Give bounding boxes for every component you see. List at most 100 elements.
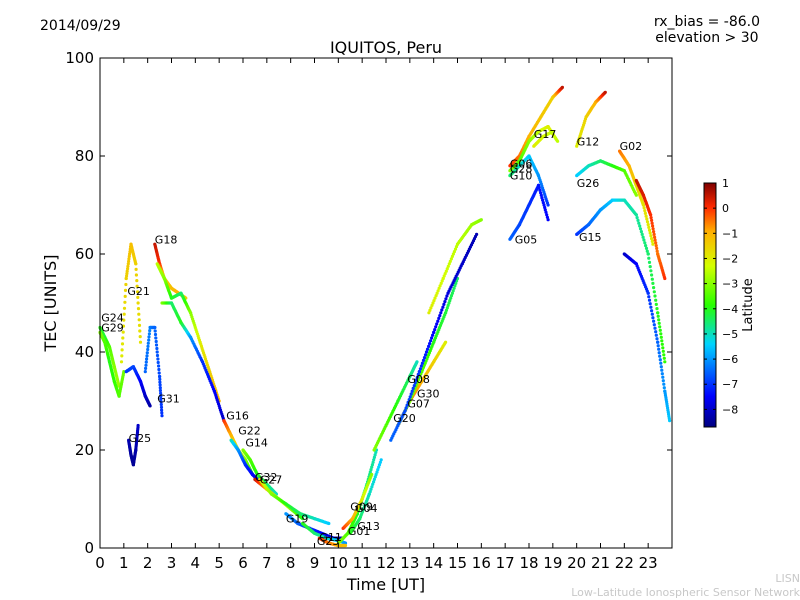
data-point [373, 453, 377, 457]
data-point [153, 329, 157, 333]
data-point [648, 302, 652, 306]
series-g17 [532, 129, 555, 148]
elevation-label: elevation > 30 [655, 30, 759, 46]
satellite-label-g11: G11 [319, 531, 342, 544]
data-point [654, 302, 658, 306]
colorbar-tick-label: −4 [722, 303, 738, 316]
satellite-label-g25: G25 [129, 432, 152, 445]
series-g20b [427, 218, 483, 315]
data-point [135, 284, 139, 288]
data-point [634, 213, 638, 217]
data-point [430, 336, 434, 340]
data-point [134, 262, 138, 266]
data-point [536, 183, 541, 187]
data-point [538, 188, 542, 192]
data-point [661, 349, 665, 353]
data-point [660, 368, 664, 372]
data-point [660, 372, 664, 376]
data-point [651, 227, 655, 231]
data-point [301, 517, 305, 521]
data-point [543, 205, 547, 210]
data-point [135, 279, 139, 283]
y-tick-label: 80 [75, 147, 94, 165]
data-point [644, 246, 649, 250]
data-point [638, 227, 643, 231]
data-point [655, 307, 659, 311]
data-point [417, 370, 421, 374]
satellite-label-g21: G21 [127, 285, 150, 298]
data-point [403, 409, 407, 413]
x-tick-label: 19 [543, 554, 562, 572]
data-point [154, 336, 158, 340]
data-point [654, 298, 658, 302]
data-point [654, 330, 658, 334]
data-point [652, 232, 656, 236]
data-point [159, 397, 163, 401]
data-point [434, 294, 438, 298]
data-point [369, 468, 373, 472]
colorbar-tick-label: −2 [722, 252, 738, 265]
data-point [444, 340, 448, 344]
y-tick-label: 40 [75, 343, 94, 361]
data-point [453, 247, 458, 251]
satellite-label-g01: G01 [348, 525, 371, 538]
data-point [442, 302, 446, 306]
data-point [435, 322, 439, 326]
data-point [158, 377, 162, 381]
date-label: 2014/09/29 [40, 18, 121, 34]
data-point [119, 360, 124, 364]
data-point [479, 218, 483, 222]
footer-line-1: LISN [775, 572, 800, 585]
satellite-label-g10: G10 [510, 170, 533, 183]
data-point [655, 246, 659, 250]
x-tick-label: 3 [167, 554, 177, 572]
data-point [127, 254, 131, 258]
data-point [648, 231, 652, 235]
data-point [121, 336, 125, 340]
data-point [443, 300, 447, 304]
series-g25 [127, 423, 140, 467]
data-point [378, 460, 382, 464]
data-point [647, 256, 651, 260]
data-point [639, 230, 644, 234]
data-point [369, 487, 373, 491]
data-point [156, 360, 160, 365]
data-point [425, 347, 430, 351]
x-tick-label: 7 [262, 554, 272, 572]
data-point [651, 281, 655, 285]
data-point [652, 323, 656, 327]
data-point [122, 306, 127, 310]
data-point [155, 353, 160, 358]
data-point [650, 218, 654, 222]
data-point [661, 375, 665, 379]
colorbar [703, 182, 717, 428]
data-point [643, 209, 647, 213]
data-point [660, 342, 664, 346]
series-g09 [341, 472, 374, 531]
data-point [651, 242, 655, 246]
data-point [436, 289, 440, 293]
x-tick-label: 11 [353, 554, 372, 572]
data-point [423, 353, 428, 357]
data-point [376, 468, 380, 472]
data-point [432, 330, 436, 334]
data-point [652, 319, 656, 323]
series-g10 [508, 154, 550, 207]
footer: LISN Low-Latitude Ionospheric Sensor Net… [571, 572, 800, 600]
data-point [136, 307, 141, 311]
data-point [655, 249, 659, 253]
data-point [408, 395, 412, 399]
data-point [160, 408, 164, 412]
data-point [546, 218, 550, 222]
data-point [556, 139, 560, 143]
data-point [646, 252, 650, 256]
chart-title: IQUITOS, Peru [329, 38, 443, 57]
data-point [428, 342, 432, 346]
data-point [645, 249, 649, 253]
data-point [404, 406, 408, 410]
data-point [124, 282, 128, 287]
data-point [560, 85, 565, 89]
data-point [146, 347, 150, 352]
data-point [653, 326, 657, 330]
data-point [539, 191, 543, 195]
